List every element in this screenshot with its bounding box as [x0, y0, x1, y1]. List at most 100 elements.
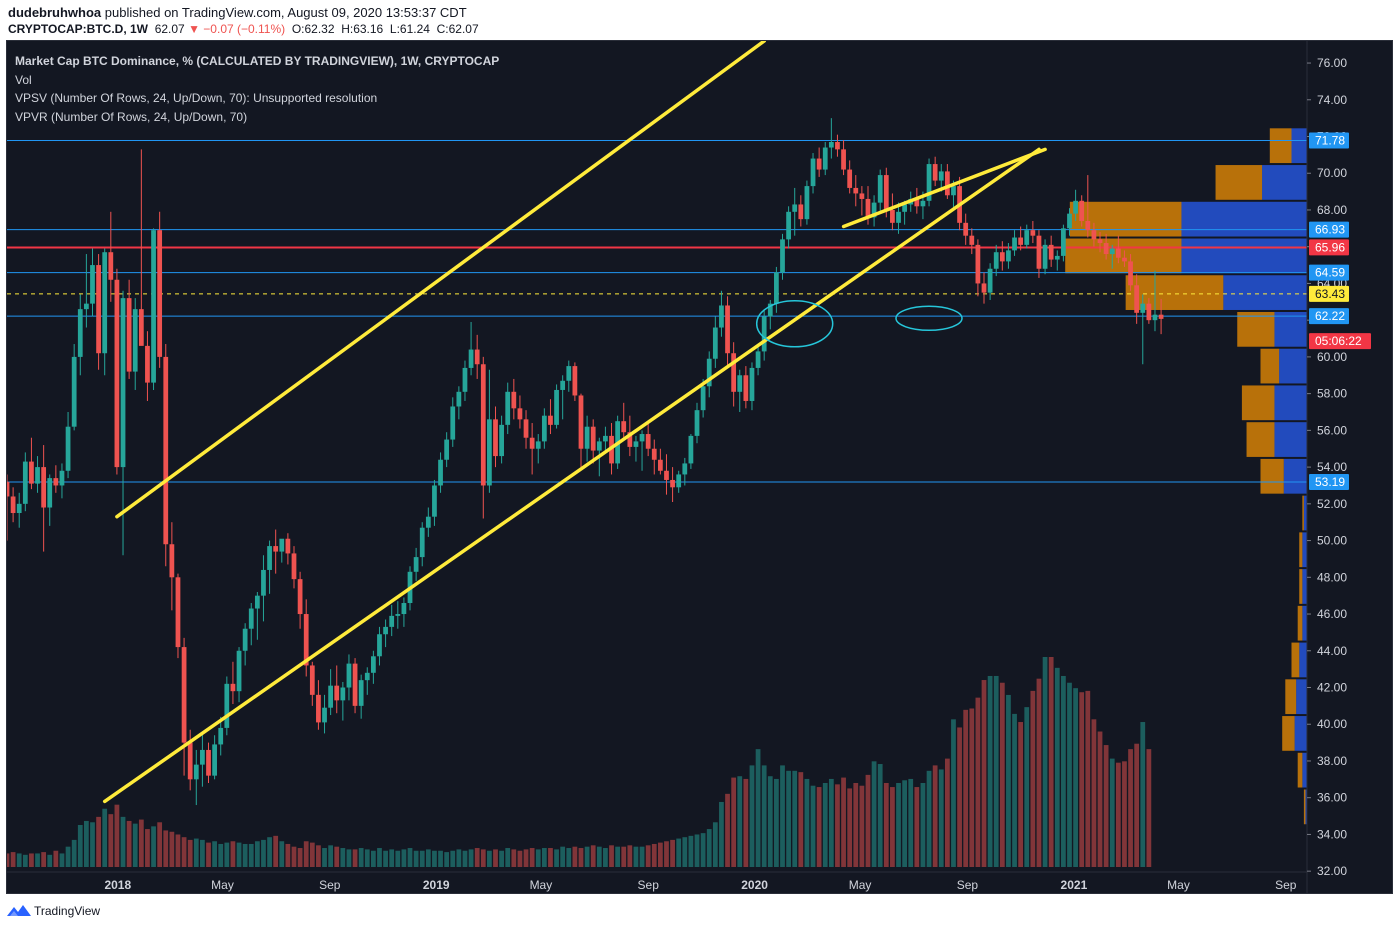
- price-tag: [1309, 221, 1349, 238]
- candle-body: [938, 171, 944, 181]
- volume-bar: [181, 837, 187, 867]
- volume-bar: [725, 793, 730, 867]
- vpvr-down-bar: [1246, 422, 1275, 457]
- candle-body: [737, 375, 743, 392]
- candle-body: [645, 434, 651, 449]
- volume-bar: [187, 839, 193, 867]
- candle-body: [16, 503, 22, 514]
- volume-bar: [1036, 678, 1042, 867]
- volume-bar: [890, 787, 895, 867]
- legend-title[interactable]: Market Cap BTC Dominance, % (CALCULATED …: [15, 54, 500, 68]
- volume-bar: [896, 783, 901, 867]
- price-chart[interactable]: 76.0074.0072.0070.0068.0066.0064.0062.00…: [7, 41, 1392, 893]
- candle-body: [236, 650, 242, 692]
- candle-body: [151, 230, 156, 383]
- author-name[interactable]: dudebruhwhoa: [8, 5, 102, 20]
- candle-body: [499, 424, 504, 457]
- candle-body: [572, 366, 578, 396]
- vpvr-down-bar: [1291, 642, 1300, 678]
- volume-bar: [1012, 713, 1017, 867]
- volume-bar: [1006, 694, 1011, 867]
- candle-body: [981, 283, 987, 293]
- legend-vpvr[interactable]: VPVR (Number Of Rows, 24, Up/Down, 70): [15, 109, 248, 124]
- legend-volume[interactable]: Vol: [15, 72, 32, 87]
- price-tag-label: 65.96: [1315, 240, 1345, 254]
- volume-bar: [285, 843, 291, 867]
- vpvr-down-bar: [1260, 348, 1280, 384]
- volume-bar: [383, 850, 388, 867]
- price-tag-label: 53.19: [1315, 475, 1345, 489]
- candle-body: [664, 470, 669, 480]
- y-tick-label: 50.00: [1317, 534, 1347, 548]
- volume-bar: [1079, 692, 1085, 867]
- candle-body: [371, 656, 376, 673]
- x-tick-label: May: [530, 878, 553, 892]
- candle-body: [944, 171, 950, 196]
- vpvr-up-bar: [1302, 752, 1307, 788]
- volume-bar: [645, 845, 651, 867]
- volume-bar: [780, 765, 785, 867]
- volume-bar: [468, 849, 474, 867]
- volume-bar: [828, 778, 834, 867]
- candle-body: [1158, 314, 1164, 319]
- candle-body: [682, 463, 688, 475]
- tradingview-brand[interactable]: TradingView: [34, 904, 101, 918]
- y-tick-label: 56.00: [1317, 423, 1347, 437]
- volume-bar: [816, 787, 822, 867]
- volume-bar: [224, 842, 230, 867]
- volume-bar: [596, 846, 602, 867]
- legend-vpsv[interactable]: VPSV (Number Of Rows, 24, Up/Down, 70): …: [15, 91, 378, 105]
- volume-bar: [743, 778, 749, 867]
- candle-body: [84, 303, 89, 310]
- candle-body: [193, 764, 199, 780]
- volume-bar: [212, 841, 217, 867]
- price-tag: [1309, 474, 1349, 490]
- candle-body: [999, 252, 1005, 262]
- volume-bar: [462, 850, 468, 867]
- candle-body: [749, 367, 755, 401]
- candle-body: [1115, 248, 1121, 258]
- candle-body: [1152, 314, 1158, 321]
- volume-bar: [798, 772, 804, 867]
- volume-bar: [737, 776, 743, 867]
- candle-body: [309, 665, 315, 695]
- candle-body: [1091, 230, 1097, 240]
- volume-bar: [1018, 722, 1024, 867]
- volume-bar: [96, 816, 101, 867]
- candle-body: [1073, 200, 1078, 214]
- volume-bar: [303, 841, 309, 867]
- candle-body: [584, 426, 590, 449]
- candle-body: [853, 187, 859, 194]
- candle-body: [1097, 239, 1103, 244]
- y-tick-label: 76.00: [1317, 56, 1347, 70]
- volume-bar: [609, 845, 614, 867]
- candle-body: [224, 683, 230, 728]
- volume-bar: [29, 853, 34, 867]
- y-tick-label: 42.00: [1317, 681, 1347, 695]
- candle-body: [1030, 230, 1036, 236]
- y-tick-label: 54.00: [1317, 460, 1347, 474]
- candle-body: [1109, 248, 1115, 255]
- volume-bar: [822, 783, 828, 867]
- volume-bar: [682, 837, 688, 867]
- vpvr-up-bar: [1302, 569, 1307, 604]
- vpvr-up-bar: [1294, 716, 1307, 751]
- candle-body: [731, 353, 737, 392]
- volume-bar: [1054, 667, 1060, 867]
- candle-body: [169, 544, 175, 578]
- volume-bar: [206, 842, 211, 867]
- volume-bar: [16, 853, 22, 867]
- volume-bar: [603, 848, 608, 867]
- volume-bar: [1061, 675, 1066, 867]
- volume-bar: [71, 839, 77, 867]
- candle-body: [71, 356, 77, 427]
- candle-body: [804, 186, 810, 220]
- volume-bar: [41, 852, 47, 867]
- candle-body: [132, 309, 138, 372]
- volume-bar: [566, 848, 572, 867]
- vpvr-up-bar: [1283, 458, 1307, 494]
- tradingview-logo-icon[interactable]: [7, 903, 31, 919]
- candle-body: [743, 375, 749, 401]
- y-tick-label: 48.00: [1317, 570, 1347, 584]
- candle-body: [835, 142, 840, 150]
